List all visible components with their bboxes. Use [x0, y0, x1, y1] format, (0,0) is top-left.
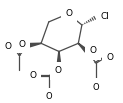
Polygon shape	[28, 43, 41, 47]
Text: O: O	[29, 71, 36, 80]
Text: O: O	[107, 53, 114, 62]
Text: Cl: Cl	[100, 12, 109, 21]
Text: O: O	[4, 42, 11, 51]
Polygon shape	[78, 43, 89, 53]
Text: O: O	[90, 46, 97, 55]
Text: O: O	[93, 83, 100, 92]
Text: O: O	[65, 9, 72, 18]
Text: O: O	[54, 66, 61, 75]
Polygon shape	[57, 52, 61, 65]
Text: O: O	[19, 40, 26, 49]
Text: O: O	[46, 92, 53, 101]
